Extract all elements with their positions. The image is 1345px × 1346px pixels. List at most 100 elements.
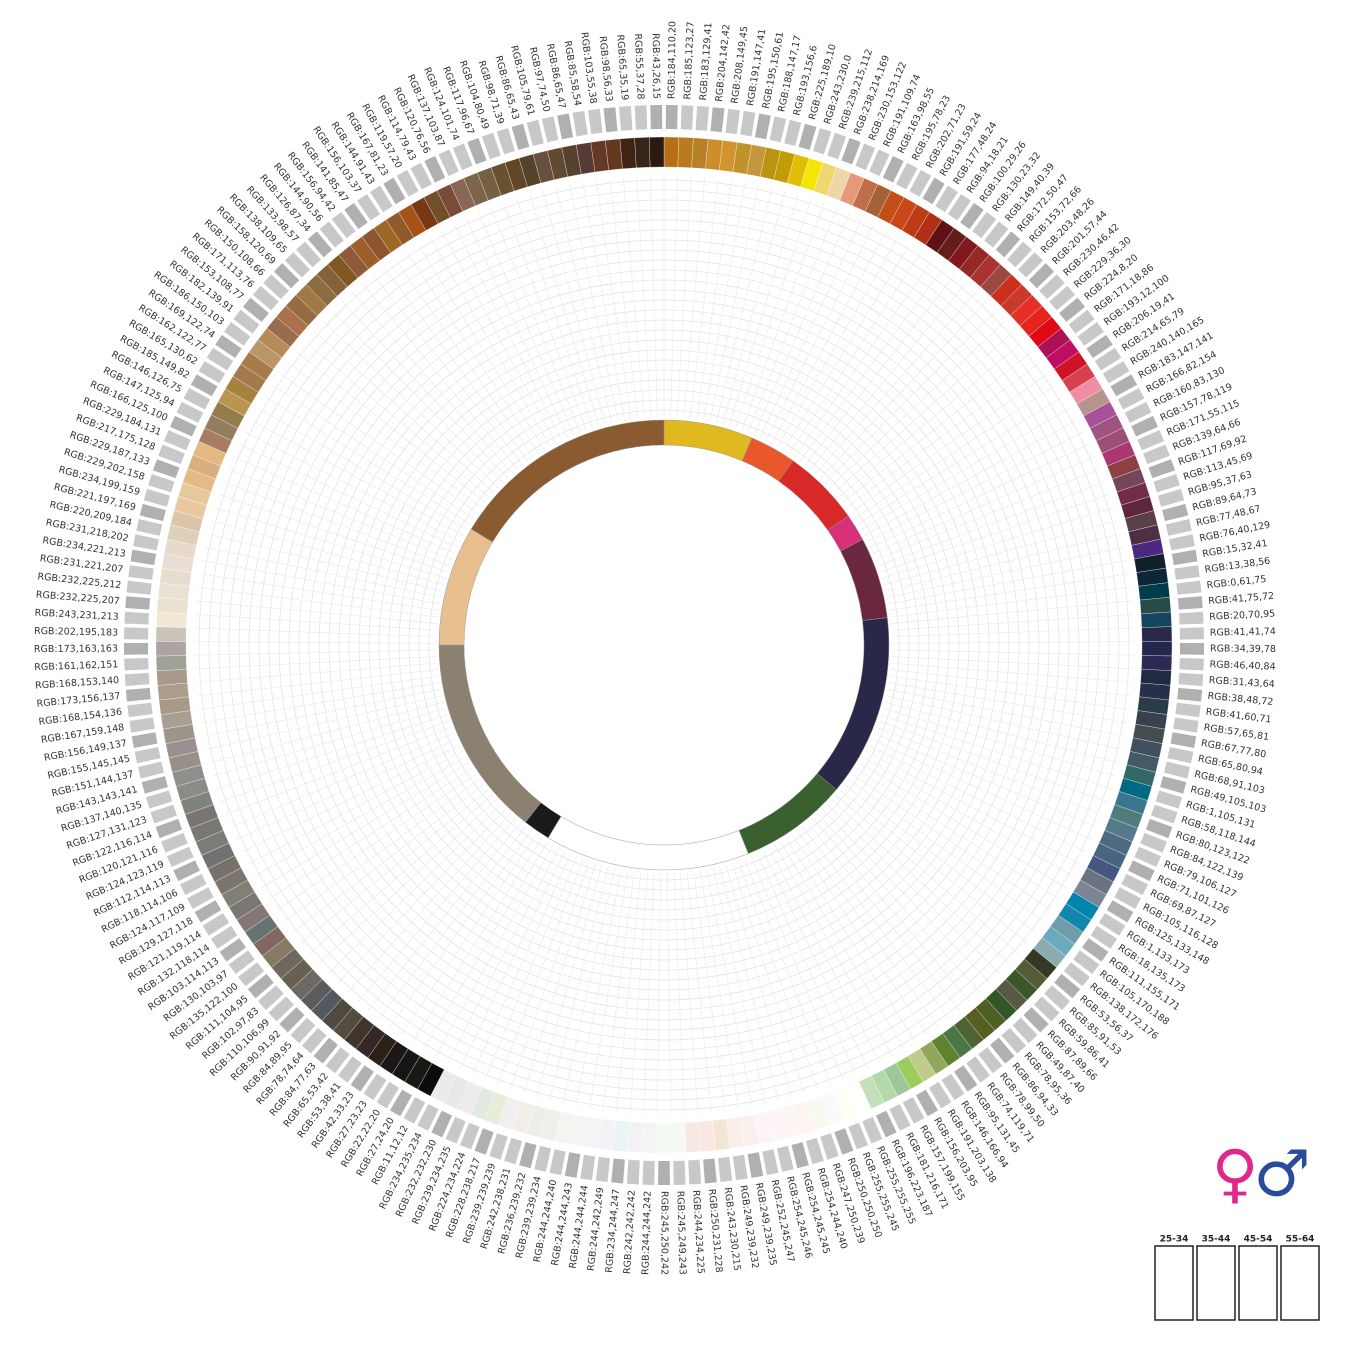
rgb-label: RGB:65,35,19 [614,34,630,101]
cell-divider [889,573,1129,611]
cell-divider [194,614,437,631]
grid-ring [338,319,990,971]
cell-divider [812,817,971,1002]
count-bar [383,177,406,205]
count-bar [481,132,501,160]
count-bar [1059,297,1086,322]
family-arc [438,528,493,646]
cell-divider [880,714,1112,790]
count-bar [301,1027,327,1054]
count-bar [1094,347,1122,371]
count-bar [198,360,226,384]
rgb-label: RGB:31,43,64 [1208,675,1275,690]
rgb-label: RGB:161,162,151 [34,659,118,673]
count-bar [798,123,817,150]
cell-divider [886,546,1124,598]
cell-divider [890,669,1132,697]
cell-divider [472,853,572,1075]
cell-divider [210,520,445,585]
cell-divider [490,207,581,434]
cell-divider [884,701,1120,764]
cell-divider [735,198,812,429]
cell-divider [650,175,658,418]
count-bar [776,1145,794,1172]
count-bar [1131,415,1158,437]
count-bar [889,1104,911,1131]
cell-divider [722,190,786,425]
legend-male: ♂ [1253,1138,1310,1212]
count-bar [130,549,157,566]
cell-divider [850,373,1048,514]
count-bar [717,1156,733,1183]
count-bar [1039,274,1065,300]
rgb-label: RGB:232,225,212 [37,571,122,591]
count-bar [848,1122,869,1150]
cell-divider [667,872,672,1115]
count-bar [882,155,904,183]
cell-divider [595,179,632,420]
cell-divider [890,587,1131,618]
color-swatch [627,1121,644,1153]
rgb-label: RGB:34,39,78 [1210,643,1276,654]
count-bar [153,459,180,479]
cell-divider [216,714,448,790]
count-bar [1090,925,1118,949]
count-bar [1170,732,1197,749]
color-swatch [155,655,187,671]
cell-divider [536,864,603,1098]
count-bar [1044,985,1070,1010]
rgb-label: RGB:55,37,28 [632,33,646,99]
cell-divider [859,762,1067,889]
cell-divider [785,837,916,1043]
cell-divider [300,789,489,944]
cell-divider [582,182,625,421]
cell-divider [879,494,1110,573]
cell-divider [337,808,506,984]
count-bar [909,169,932,197]
count-bar [290,1017,316,1044]
count-bar [344,202,368,230]
count-bar [1137,430,1165,451]
cell-divider [878,720,1108,803]
count-bar [526,119,544,146]
count-bar [1151,804,1178,824]
count-bar [995,231,1021,258]
cell-divider [602,871,635,1112]
rgb-label: RGB:98,56,33 [597,36,615,103]
count-bar [978,1047,1003,1074]
cell-divider [804,275,955,466]
cell-divider [771,230,887,445]
count-bar [1145,818,1173,839]
family-arc [547,816,749,871]
count-bar [1049,285,1076,311]
cell-divider [447,847,560,1063]
count-bar [855,143,876,171]
cell-divider [870,443,1090,548]
cell-divider [809,283,966,471]
cell-divider [208,701,444,764]
cell-divider [891,614,1134,631]
cell-divider [453,224,563,442]
count-bar [754,113,771,140]
cell-divider [891,656,1134,670]
cell-divider [199,573,439,611]
cell-divider [709,184,759,422]
color-swatch [1141,641,1173,657]
cell-divider [423,840,548,1050]
count-bar [572,110,588,137]
count-bar [1063,962,1090,987]
count-bar [183,388,211,410]
cell-divider [622,176,645,418]
count-bar [258,985,284,1010]
cell-divider [212,708,446,777]
count-bar [219,938,246,962]
count-bar [915,1089,939,1117]
cell-divider [712,867,766,1105]
rgb-label: RGB:0,61,75 [1206,574,1267,591]
color-swatch [155,626,187,642]
cell-divider [218,494,449,573]
count-bar [1073,950,1100,975]
count-bar [966,1056,990,1083]
cell-divider [794,259,933,459]
count-bar [137,761,165,779]
